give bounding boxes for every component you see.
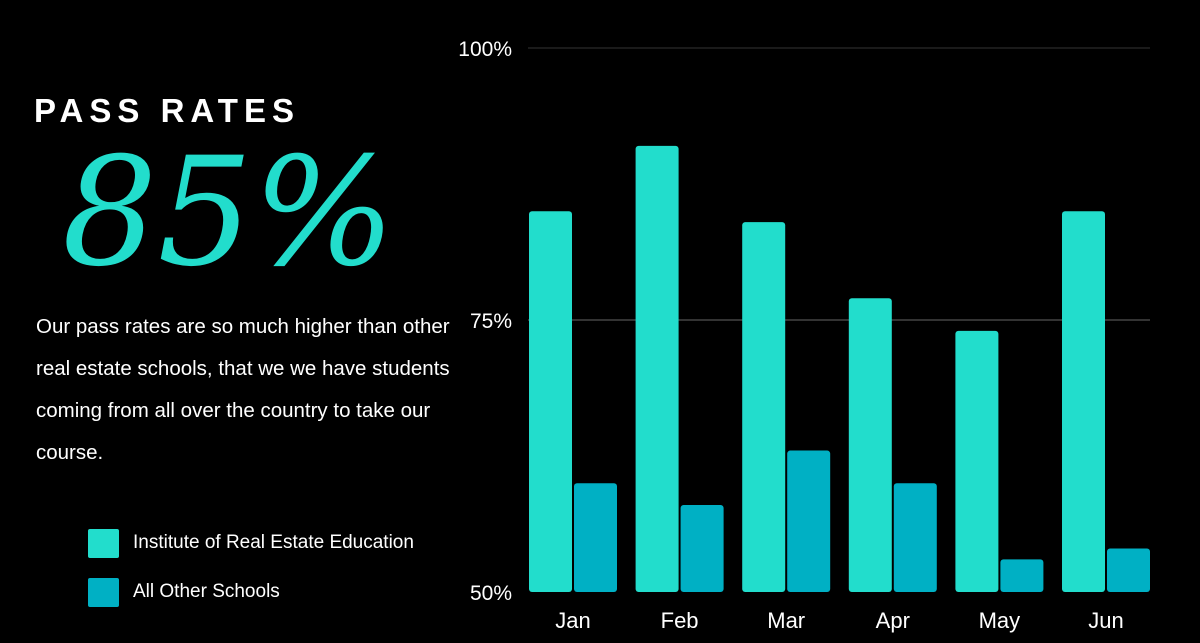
bar-institute [955, 330, 999, 592]
chart-legend: Institute of Real Estate Education All O… [88, 527, 414, 625]
page-heading: PASS RATES [34, 92, 300, 129]
bar-institute [848, 298, 892, 592]
bar-other-schools [574, 483, 617, 592]
y-tick-label: 75% [470, 310, 512, 333]
y-tick-label: 100% [458, 38, 512, 61]
legend-label-institute: Institute of Real Estate Education [133, 532, 414, 553]
legend-item-other-schools: All Other Schools [88, 576, 414, 608]
bar-institute [1062, 211, 1105, 592]
bar-other-schools [1107, 548, 1150, 592]
bar-other-schools [787, 450, 831, 592]
bar-institute [742, 222, 786, 592]
bar-other-schools [680, 504, 724, 592]
x-tick-label: Apr [876, 608, 910, 633]
x-tick-label: Jan [555, 608, 590, 633]
x-tick-label: May [979, 608, 1021, 633]
legend-item-institute: Institute of Real Estate Education [88, 527, 414, 559]
bar-other-schools [1000, 559, 1044, 592]
description-text: Our pass rates are so much higher than o… [36, 315, 450, 464]
bar-institute [635, 145, 679, 593]
bar-other-schools [893, 483, 937, 592]
x-tick-label: Jun [1088, 608, 1123, 633]
legend-label-other-schools: All Other Schools [133, 581, 280, 602]
bar-institute [529, 211, 572, 592]
legend-swatch-other-schools [88, 577, 119, 607]
headline-stat: 85% [62, 126, 396, 300]
x-tick-label: Mar [767, 608, 805, 633]
x-tick-label: Feb [661, 608, 699, 633]
y-tick-label: 50% [470, 582, 512, 605]
legend-swatch-institute [88, 528, 119, 558]
